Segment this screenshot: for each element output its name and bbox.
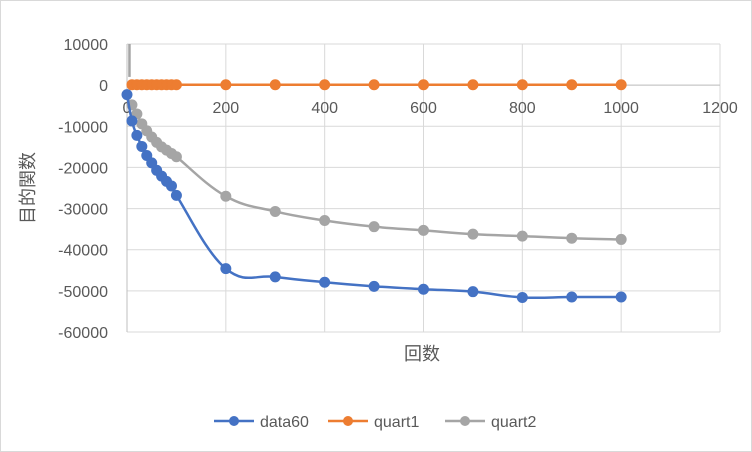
data-point-data60 [615, 291, 627, 303]
data-point-data60 [516, 291, 528, 303]
y-axis-title: 目的関数 [18, 152, 38, 224]
series-line-data60 [125, 94, 622, 300]
data-point-data60 [136, 140, 148, 152]
data-point-quart2 [615, 233, 627, 245]
legend-marker-data60 [229, 416, 239, 426]
x-tick-label: 400 [311, 100, 338, 117]
x-tick-label: 0 [123, 100, 132, 117]
data-point-quart2 [418, 224, 429, 236]
data-point-quart2 [516, 230, 528, 242]
series-quart2 [126, 99, 627, 245]
y-tick-label: -50000 [58, 284, 108, 301]
data-point-data60 [126, 115, 138, 127]
x-tick-label: 800 [509, 100, 536, 117]
data-point-quart2 [368, 221, 380, 233]
legend-label-quart2: quart2 [491, 414, 536, 431]
x-tick-label: 600 [410, 100, 437, 117]
x-tick-label: 200 [212, 100, 239, 117]
data-point-quart1 [170, 79, 182, 91]
y-tick-label: -30000 [58, 202, 108, 219]
y-tick-label: -20000 [58, 160, 108, 177]
data-point-data60 [566, 291, 578, 303]
y-tick-label: 10000 [64, 37, 109, 54]
data-point-quart1 [319, 79, 331, 91]
legend-item-data60: data60 [214, 414, 309, 431]
data-point-quart1 [269, 79, 281, 91]
data-point-quart1 [566, 79, 578, 91]
data-point-quart2 [319, 215, 331, 227]
data-point-quart1 [418, 79, 429, 91]
data-point-data60 [368, 280, 380, 292]
x-tick-label: 1000 [603, 100, 639, 117]
legend-marker-quart2 [460, 416, 470, 426]
x-tick-label: 1200 [702, 100, 738, 117]
data-point-data60 [165, 180, 177, 192]
data-point-quart1 [467, 79, 479, 91]
series-layer [121, 44, 627, 303]
data-point-quart1 [615, 79, 627, 91]
y-tick-label: 0 [99, 78, 108, 95]
legend-item-quart2: quart2 [445, 414, 536, 431]
data-point-quart1 [368, 79, 380, 91]
legend: data60 quart1 quart2 [214, 414, 536, 431]
data-point-data60 [131, 129, 143, 141]
data-point-quart1 [220, 79, 232, 91]
data-point-data60 [121, 89, 133, 101]
legend-item-quart1: quart1 [328, 414, 419, 431]
data-point-quart2 [566, 232, 578, 244]
legend-label-quart1: quart1 [374, 414, 419, 431]
data-point-data60 [467, 286, 479, 298]
data-point-data60 [220, 263, 232, 275]
series-line-quart2 [130, 104, 622, 241]
x-tick-labels: 0 200 400 600 800 1000 1200 [123, 100, 738, 117]
series-data60 [121, 89, 627, 303]
data-point-quart2 [170, 151, 182, 163]
data-point-quart1 [516, 79, 528, 91]
y-tick-label: -60000 [58, 325, 108, 342]
y-tick-labels: 10000 0 -10000 -20000 -30000 -40000 -50000 -600… [58, 37, 108, 342]
data-point-quart2 [269, 205, 281, 217]
y-tick-label: -40000 [58, 243, 108, 260]
series-quart1 [126, 79, 627, 91]
data-point-data60 [418, 283, 429, 295]
data-point-quart2 [467, 228, 479, 240]
data-point-data60 [319, 276, 331, 288]
legend-marker-quart1 [343, 416, 353, 426]
legend-label-data60: data60 [260, 414, 309, 431]
y-tick-label: -10000 [58, 119, 108, 136]
x-axis-title: 回数 [404, 344, 440, 364]
data-point-quart2 [220, 190, 232, 202]
data-point-data60 [269, 271, 281, 283]
data-point-data60 [170, 189, 182, 201]
